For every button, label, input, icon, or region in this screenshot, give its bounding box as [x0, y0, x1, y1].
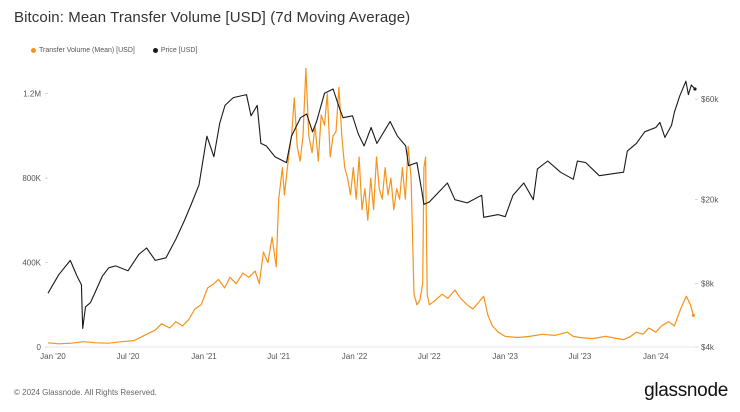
x-tick-label: Jan '20: [40, 352, 66, 361]
y-right-tick-label: $60k: [701, 95, 719, 104]
legend-label-price: Price [USD]: [160, 47, 198, 54]
legend-item-price[interactable]: Price [USD]: [152, 47, 198, 54]
series-layer: [47, 67, 697, 345]
legend-item-transfer-volume[interactable]: Transfer Volume (Mean) [USD]: [31, 47, 135, 54]
y-left-tick-label: 1.2M: [23, 90, 41, 99]
series-end-point: [693, 87, 697, 91]
series-line-transfer-volume: [47, 67, 694, 345]
x-tick-label: Jul '22: [418, 352, 441, 361]
x-tick-label: Jan '22: [342, 352, 368, 361]
y-left-tick-label: 800K: [22, 174, 41, 183]
x-tick-label: Jul '23: [568, 352, 591, 361]
y-left-tick-label: 400K: [22, 259, 41, 268]
x-tick-label: Jan '21: [191, 352, 217, 361]
x-tick-label: Jul '21: [267, 352, 290, 361]
axes-layer: Jan '20 Jul '20 Jan '21 Jul '21 Jan '22 Jul '…: [22, 90, 719, 361]
series-line-price: [47, 80, 696, 329]
y-right-tick-label: $4k: [701, 343, 715, 352]
x-tick-label: Jan '23: [492, 352, 518, 361]
chart-legend: Transfer Volume (Mean) [USD] Price [USD]: [31, 47, 197, 54]
y-left-tick-label: 0: [37, 343, 42, 352]
legend-swatch-orange-icon: [31, 48, 36, 53]
legend-label-transfer-volume: Transfer Volume (Mean) [USD]: [39, 47, 135, 54]
legend-swatch-black-icon: [152, 48, 158, 53]
series-end-point: [691, 313, 695, 317]
copyright-text: © 2024 Glassnode. All Rights Reserved.: [14, 388, 157, 397]
y-right-tick-label: $20k: [701, 196, 719, 205]
y-right-tick-label: $8k: [701, 280, 715, 289]
x-tick-label: Jan '24: [643, 352, 669, 361]
brand-logo-text[interactable]: glassnode: [644, 380, 728, 401]
chart-title: Bitcoin: Mean Transfer Volume [USD] (7d …: [14, 9, 411, 26]
x-tick-label: Jul '20: [117, 352, 140, 361]
chart-plot: Jan '20 Jul '20 Jan '21 Jul '21 Jan '22 Jul '…: [22, 67, 719, 361]
